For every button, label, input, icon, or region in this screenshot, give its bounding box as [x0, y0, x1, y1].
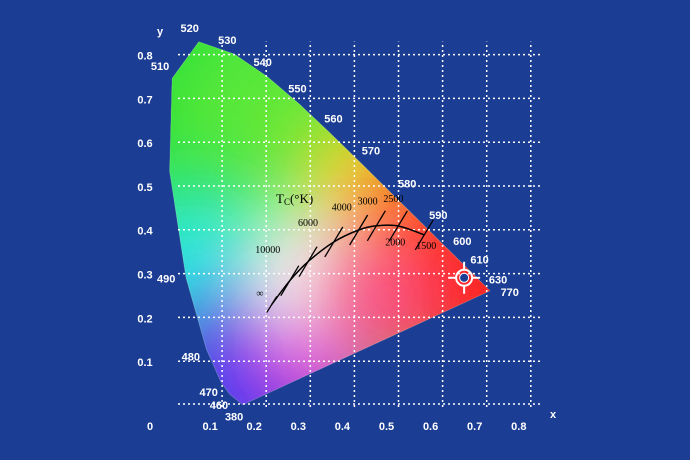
x-axis-label: x [550, 409, 557, 421]
x-tick-label: 0.7 [467, 421, 482, 433]
wavelength-label: 480 [182, 352, 200, 364]
isotherm [366, 210, 386, 242]
wavelength-label: 510 [151, 61, 169, 73]
wavelength-label: 460 [210, 400, 228, 412]
y-tick-label: 0.3 [137, 270, 152, 282]
y-tick-label: 0.1 [137, 357, 152, 369]
x-tick-label: 0.3 [291, 421, 306, 433]
wavelength-label: 490 [157, 273, 175, 285]
y-tick-label: 0.6 [137, 138, 152, 150]
y-tick-label: 0.8 [137, 51, 152, 63]
wavelength-label: 550 [288, 84, 306, 96]
isotherm [388, 210, 408, 242]
isotherm [298, 246, 318, 278]
isotherm [414, 219, 434, 251]
x-tick-label: 0 [147, 421, 153, 433]
isotherm [349, 214, 369, 246]
y-tick-label: 0.5 [137, 182, 152, 194]
target-center [459, 272, 470, 283]
wavelength-label: 770 [501, 287, 519, 299]
wavelength-label: 530 [218, 35, 236, 47]
x-tick-label: 0.2 [247, 421, 262, 433]
wavelength-label: 560 [324, 114, 342, 126]
wavelength-label: 570 [362, 145, 380, 157]
wavelength-label: 470 [199, 387, 217, 399]
cct-label: 1500 [416, 241, 436, 252]
x-tick-label: 0.1 [202, 421, 217, 433]
y-tick-label: 0.4 [137, 226, 153, 238]
x-tick-label: 0.5 [379, 421, 394, 433]
y-axis-label: y [157, 26, 164, 38]
x-tick-label: 0.8 [511, 421, 526, 433]
wavelength-label: 540 [253, 57, 271, 69]
wavelength-label: 630 [489, 274, 507, 286]
x-tick-label: 0.4 [335, 421, 351, 433]
gamut-fill [169, 41, 491, 405]
fill-blob [326, 237, 447, 358]
spectral-locus [169, 41, 491, 406]
y-tick-label: 0.2 [137, 313, 152, 325]
cct-title-sub: C [284, 197, 290, 207]
isotherm [324, 226, 344, 258]
wavelength-label: 380 [225, 411, 243, 423]
isotherm [266, 296, 278, 313]
cct-label: 2500 [383, 194, 403, 205]
cct-title-unit: (°K) [290, 191, 313, 206]
cct-label: ∞ [256, 289, 263, 300]
cct-title-t: T [276, 191, 284, 206]
target-marker [448, 261, 481, 294]
cct-label: 4000 [332, 202, 352, 213]
wavelength-label: 590 [429, 210, 447, 222]
wavelength-label: 520 [181, 23, 199, 35]
isotherm [280, 265, 300, 297]
y-tick-label: 0.7 [137, 94, 152, 106]
wavelength-label: 580 [398, 179, 416, 191]
cct-label: 2000 [385, 237, 405, 248]
wavelength-label: 600 [453, 236, 471, 248]
cct-label: 10000 [255, 245, 280, 256]
cct-title: TC(°K) [276, 191, 313, 207]
x-tick-label: 0.6 [423, 421, 438, 433]
cct-label: 6000 [298, 218, 318, 229]
wavelength-label: 610 [470, 254, 488, 266]
cct-label: 3000 [358, 196, 378, 207]
